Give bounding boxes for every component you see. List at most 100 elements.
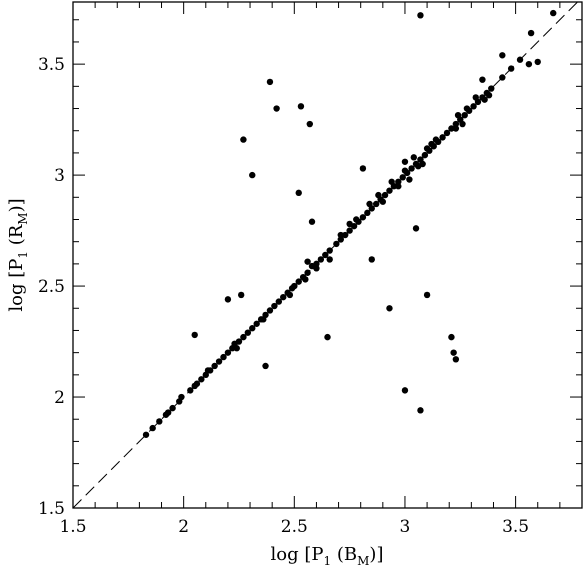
data-point bbox=[401, 158, 409, 165]
x-tick-label: 3 bbox=[400, 517, 411, 537]
data-point bbox=[534, 58, 541, 66]
data-point bbox=[249, 325, 256, 332]
data-point bbox=[479, 76, 486, 83]
data-point bbox=[302, 276, 309, 283]
data-point bbox=[156, 418, 163, 425]
data-point bbox=[461, 111, 468, 119]
data-point bbox=[499, 52, 506, 59]
data-point bbox=[337, 231, 344, 239]
data-points bbox=[142, 9, 557, 438]
x-tick-label: 3.5 bbox=[502, 517, 529, 537]
data-point bbox=[193, 380, 201, 387]
data-point bbox=[386, 305, 393, 312]
data-point bbox=[525, 60, 533, 68]
data-point bbox=[417, 407, 424, 414]
data-point bbox=[472, 94, 479, 101]
data-point bbox=[253, 320, 260, 327]
data-point bbox=[224, 296, 232, 303]
data-point bbox=[421, 151, 429, 159]
data-point bbox=[452, 120, 460, 128]
data-point bbox=[452, 125, 460, 132]
data-point bbox=[322, 251, 329, 259]
data-point bbox=[244, 329, 252, 336]
data-point bbox=[211, 362, 218, 370]
data-point bbox=[164, 409, 172, 416]
data-point bbox=[410, 154, 418, 161]
y-tick-label: 1.5 bbox=[38, 499, 65, 519]
data-point bbox=[333, 240, 340, 248]
data-point bbox=[359, 214, 367, 221]
data-point bbox=[527, 29, 535, 37]
data-point bbox=[401, 167, 409, 174]
data-point bbox=[375, 191, 382, 199]
data-point bbox=[428, 140, 435, 148]
x-axis-title: log [P1 (BM)] bbox=[271, 544, 384, 568]
data-point bbox=[169, 404, 176, 412]
data-point bbox=[359, 165, 367, 172]
data-point bbox=[149, 424, 156, 432]
data-point bbox=[395, 183, 402, 190]
data-point bbox=[306, 120, 313, 128]
data-point bbox=[499, 74, 506, 81]
data-point bbox=[443, 129, 451, 137]
data-point bbox=[337, 236, 344, 243]
data-point bbox=[308, 218, 316, 225]
data-point bbox=[313, 260, 320, 268]
data-point bbox=[481, 96, 488, 103]
data-point bbox=[488, 85, 495, 92]
x-tick-label: 1.5 bbox=[59, 517, 86, 537]
data-point bbox=[198, 376, 205, 383]
data-point bbox=[423, 145, 431, 152]
data-point bbox=[304, 258, 311, 265]
data-point bbox=[399, 174, 406, 181]
data-point bbox=[304, 269, 311, 276]
y-tick-label: 2 bbox=[54, 388, 65, 408]
data-point bbox=[237, 291, 245, 299]
y-tick-label: 2.5 bbox=[38, 277, 65, 297]
data-point bbox=[191, 331, 198, 339]
data-point bbox=[273, 105, 280, 112]
data-point bbox=[550, 9, 557, 17]
data-point bbox=[448, 125, 455, 132]
data-point bbox=[235, 338, 243, 345]
data-point bbox=[271, 302, 278, 310]
data-point bbox=[280, 293, 287, 301]
data-point bbox=[346, 227, 353, 234]
data-point bbox=[240, 136, 247, 143]
data-point bbox=[142, 431, 150, 438]
data-point bbox=[233, 345, 240, 352]
data-point bbox=[275, 298, 283, 305]
data-point bbox=[463, 105, 471, 112]
data-point bbox=[224, 349, 232, 356]
data-point bbox=[450, 349, 457, 356]
data-point bbox=[459, 120, 466, 128]
data-point bbox=[326, 256, 333, 263]
y-tick-label: 3 bbox=[54, 166, 65, 186]
data-point bbox=[249, 171, 256, 179]
data-point bbox=[368, 256, 375, 263]
data-point bbox=[454, 111, 462, 119]
data-point bbox=[372, 200, 380, 208]
data-point bbox=[291, 282, 298, 290]
data-point bbox=[346, 220, 353, 228]
plot-frame bbox=[72, 1, 583, 509]
data-point bbox=[439, 134, 446, 141]
data-point bbox=[412, 225, 420, 232]
data-point bbox=[417, 12, 424, 19]
data-point bbox=[516, 56, 524, 63]
data-point bbox=[388, 178, 395, 185]
data-point bbox=[295, 189, 302, 197]
data-point bbox=[406, 176, 413, 183]
data-point bbox=[342, 231, 349, 239]
data-point bbox=[295, 278, 302, 285]
data-point bbox=[187, 387, 194, 394]
tick-labels: 1.5 2 2.5 3 3.5 1.5 2 2.5 3 3.5 bbox=[38, 55, 529, 537]
axis-ticks bbox=[72, 2, 582, 509]
y-tick-label: 3.5 bbox=[38, 55, 65, 75]
data-point bbox=[240, 333, 247, 341]
data-point bbox=[386, 187, 393, 194]
data-point bbox=[324, 333, 331, 341]
data-point bbox=[485, 92, 493, 99]
data-point bbox=[423, 291, 431, 299]
